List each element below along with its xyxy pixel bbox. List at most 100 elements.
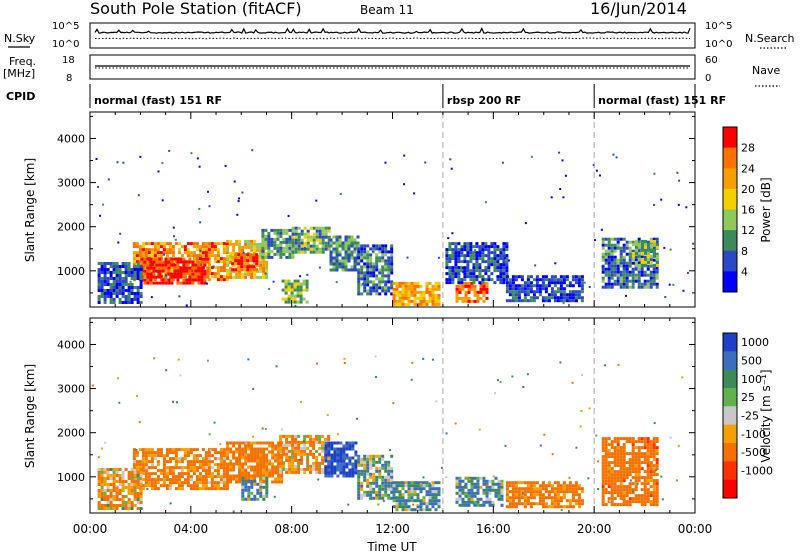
data-cell (517, 299, 521, 303)
data-cell (165, 478, 169, 482)
data-cell (475, 263, 479, 267)
data-cell (344, 268, 348, 272)
data-cell (203, 281, 207, 285)
data-cell (461, 491, 465, 495)
data-cell (201, 242, 205, 246)
data-cell (324, 229, 328, 233)
data-cell (100, 262, 104, 265)
data-cell (213, 484, 217, 488)
data-cell (571, 381, 574, 384)
data-cell (631, 488, 635, 492)
data-cell (118, 301, 122, 304)
data-cell (463, 245, 467, 249)
data-cell (460, 269, 464, 273)
data-cell (580, 410, 583, 412)
data-cell (97, 468, 101, 471)
data-cell (147, 472, 151, 476)
data-cell (526, 484, 530, 488)
data-cell (638, 263, 641, 267)
data-cell (250, 450, 254, 454)
data-cell (282, 228, 286, 232)
data-cell (130, 489, 134, 492)
data-cell (241, 456, 245, 460)
data-cell (150, 254, 154, 258)
data-cell (649, 443, 653, 447)
data-cell (565, 490, 569, 494)
data-cell (194, 263, 198, 267)
data-cell (475, 242, 479, 246)
data-cell (153, 248, 157, 252)
data-cell (463, 275, 467, 279)
data-cell (112, 289, 116, 292)
data-cell (484, 260, 488, 264)
data-cell (106, 486, 110, 489)
data-cell (476, 479, 480, 483)
data-cell (100, 447, 103, 450)
data-cell (259, 441, 263, 445)
data-cell (643, 485, 647, 489)
data-cell (416, 487, 420, 491)
data-cell (378, 466, 382, 470)
data-cell (136, 286, 140, 289)
data-cell (250, 272, 254, 276)
data-cell (580, 490, 584, 494)
data-cell (250, 453, 254, 457)
data-cell (213, 248, 217, 252)
data-cell (146, 263, 150, 267)
data-cell (139, 301, 143, 304)
data-cell (541, 299, 545, 303)
data-cell (103, 477, 107, 480)
data-cell (250, 242, 254, 246)
data-cell (646, 461, 650, 465)
data-cell (476, 296, 480, 300)
data-cell (288, 467, 292, 471)
data-cell (250, 497, 254, 501)
data-cell (189, 466, 193, 470)
data-cell (445, 251, 449, 255)
data-cell (180, 481, 184, 485)
data-cell (330, 471, 334, 475)
data-cell (461, 497, 465, 501)
data-cell (501, 161, 504, 164)
data-cell (354, 459, 358, 463)
data-cell (490, 272, 494, 276)
data-cell (303, 470, 305, 473)
data-cell (625, 476, 629, 480)
data-cell (410, 284, 414, 288)
data-cell (127, 301, 131, 304)
data-cell (357, 244, 361, 248)
data-cell (188, 275, 192, 279)
data-cell (398, 296, 402, 300)
data-cell (529, 484, 533, 488)
data-cell (544, 490, 548, 494)
data-cell (652, 452, 656, 456)
data-cell (244, 479, 248, 483)
data-cell (577, 502, 581, 506)
data-cell (634, 482, 638, 486)
data-cell (136, 298, 140, 301)
data-cell (127, 492, 131, 495)
data-cell (410, 378, 413, 381)
data-cell (336, 453, 340, 457)
data-cell (216, 481, 220, 485)
data-cell (312, 437, 316, 441)
data-cell (153, 472, 157, 476)
data-cell (232, 275, 236, 279)
data-cell (261, 234, 265, 238)
data-cell (309, 226, 313, 230)
data-cell (613, 237, 617, 241)
data-cell (547, 490, 551, 494)
data-cell (238, 239, 242, 243)
data-cell (291, 458, 295, 462)
data-cell (607, 449, 611, 453)
data-cell (162, 457, 166, 461)
data-cell (635, 263, 638, 267)
data-cell (115, 265, 119, 268)
data-cell (625, 294, 627, 297)
data-cell (174, 242, 178, 246)
data-cell (431, 487, 435, 491)
data-cell (130, 483, 134, 486)
data-cell (634, 497, 638, 501)
data-cell (216, 487, 220, 491)
data-cell (159, 254, 163, 258)
